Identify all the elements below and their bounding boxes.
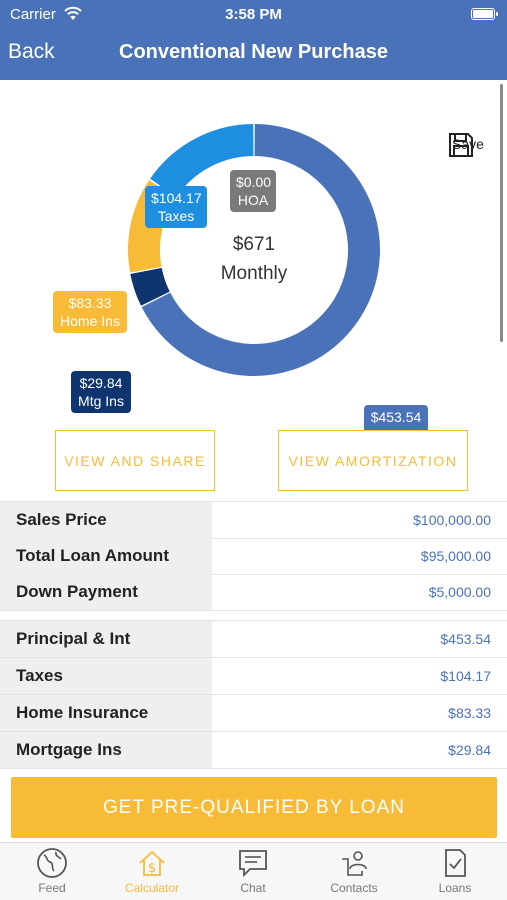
- callout-label: Mtg Ins: [78, 393, 124, 409]
- table-row: Mortgage Ins $29.84: [0, 732, 507, 769]
- house-dollar-icon: $: [139, 850, 165, 876]
- callout-value: $83.33: [68, 295, 112, 311]
- view-and-share-button[interactable]: VIEW AND SHARE: [55, 430, 215, 491]
- row-value: $453.54: [440, 631, 491, 647]
- row-value: $100,000.00: [413, 512, 491, 528]
- row-value: $104.17: [440, 668, 491, 684]
- document-check-icon: [445, 849, 466, 877]
- callout-hoa: $0.00 HOA: [230, 170, 276, 212]
- tab-bar: Feed $ Calculator Chat Contacts Loans: [0, 842, 507, 900]
- row-label: Mortgage Ins: [0, 732, 212, 768]
- callout-mtg-ins: $29.84 Mtg Ins: [71, 371, 131, 413]
- table-row: Taxes $104.17: [0, 658, 507, 695]
- tab-label: Feed: [38, 881, 66, 895]
- battery-icon: [471, 8, 498, 20]
- row-label: Principal & Int: [0, 621, 212, 657]
- carrier-label: Carrier: [10, 6, 56, 23]
- divider: [0, 501, 507, 502]
- row-value: $95,000.00: [420, 548, 491, 564]
- callout-value: $0.00: [236, 174, 272, 190]
- callout-home-ins: $83.33 Home Ins: [53, 291, 127, 333]
- tab-feed[interactable]: Feed: [2, 843, 102, 900]
- page-title: Conventional New Purchase: [119, 41, 388, 63]
- tab-label: Calculator: [124, 881, 180, 895]
- monthly-label: Monthly: [220, 263, 288, 284]
- table-row: Total Loan Amount $95,000.00: [0, 538, 507, 575]
- table-row: Down Payment $5,000.00: [0, 574, 507, 611]
- donut-slice-taxes: [150, 124, 254, 198]
- contacts-icon: [342, 851, 367, 876]
- monthly-total: $671: [232, 234, 276, 255]
- callout-label: Home Ins: [60, 313, 120, 329]
- tab-contacts[interactable]: Contacts: [304, 843, 404, 900]
- tab-label: Loans: [438, 881, 472, 895]
- row-label: Taxes: [0, 658, 212, 694]
- callout-taxes: $104.17 Taxes: [145, 186, 207, 228]
- tab-label: Chat: [240, 881, 266, 895]
- scrollbar[interactable]: [500, 84, 503, 342]
- row-value: $83.33: [448, 705, 491, 721]
- row-value: $5,000.00: [428, 584, 491, 600]
- callout-value: $29.84: [79, 375, 123, 391]
- tab-chat[interactable]: Chat: [203, 843, 303, 900]
- tab-loans[interactable]: Loans: [405, 843, 505, 900]
- callout-value: $104.17: [151, 190, 202, 206]
- table-row: Principal & Int $453.54: [0, 621, 507, 658]
- row-label: Home Insurance: [0, 695, 212, 731]
- back-button[interactable]: Back: [8, 40, 55, 63]
- save-button[interactable]: Save: [448, 132, 488, 157]
- get-pre-qualified-button[interactable]: GET PRE-QUALIFIED BY LOAN: [11, 777, 497, 838]
- section-gap: [0, 611, 507, 621]
- callout-label: Taxes: [157, 208, 195, 224]
- callout-label: HOA: [237, 192, 269, 208]
- table-row: Home Insurance $83.33: [0, 695, 507, 732]
- donut-slice-mtg-ins: [130, 267, 170, 306]
- navigation-header: Carrier 3:58 PM Back Conventional New Pu…: [0, 0, 507, 80]
- row-value: $29.84: [448, 742, 491, 758]
- view-amortization-button[interactable]: VIEW AMORTIZATION: [278, 430, 468, 491]
- tab-calculator[interactable]: $ Calculator: [102, 843, 202, 900]
- svg-text:$: $: [148, 861, 156, 876]
- tab-label: Contacts: [330, 881, 378, 895]
- globe-icon: [37, 848, 67, 878]
- payment-chart-area: $0.00 HOA $104.17 Taxes $83.33 Home Ins …: [0, 80, 507, 447]
- callout-value: $453.54: [370, 409, 422, 425]
- row-label: Total Loan Amount: [0, 538, 212, 574]
- status-bar: Carrier 3:58 PM: [0, 0, 507, 30]
- table-row: Sales Price $100,000.00: [0, 502, 507, 539]
- wifi-icon: [64, 6, 82, 20]
- donut-slice-p-i: [141, 124, 380, 376]
- floppy-disk-icon: [449, 133, 473, 157]
- row-label: Sales Price: [0, 502, 212, 538]
- chat-icon: [239, 850, 267, 878]
- row-label: Down Payment: [0, 574, 212, 610]
- clock: 3:58 PM: [225, 6, 282, 23]
